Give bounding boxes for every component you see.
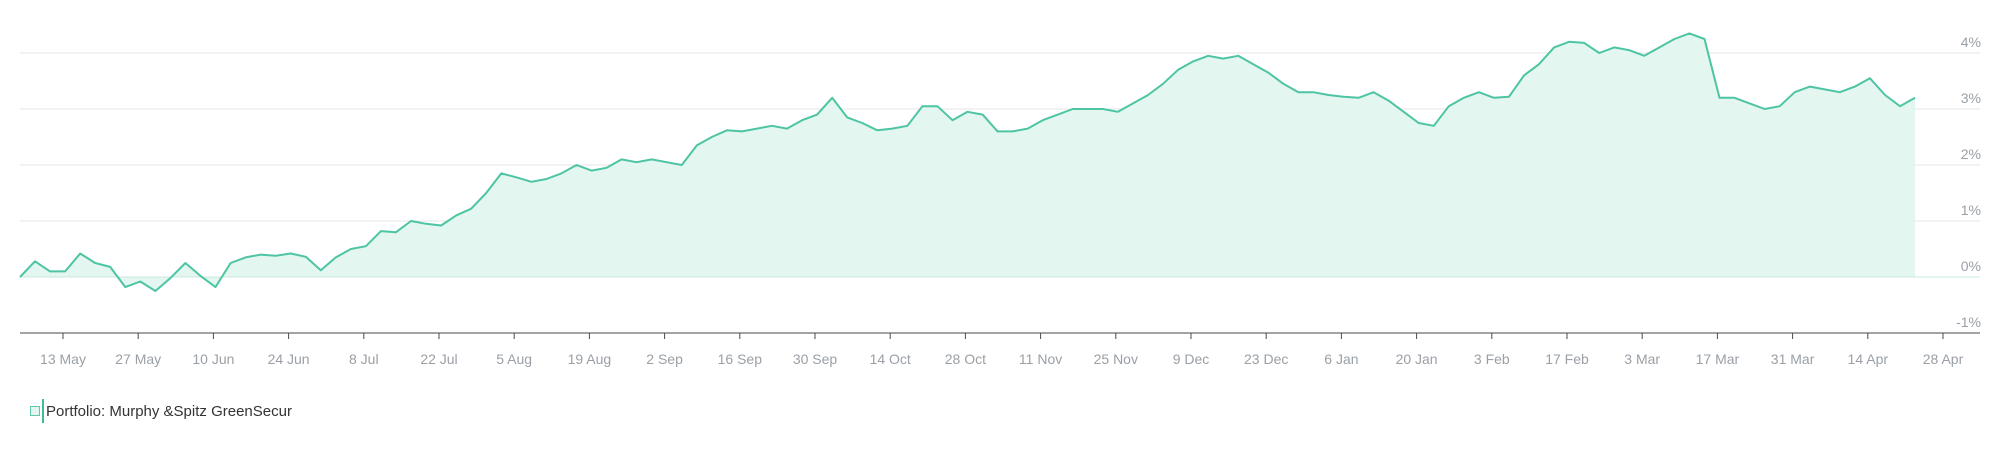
x-tick-label: 3 Feb [1474,351,1510,367]
x-tick-label: 28 Oct [945,351,986,367]
legend[interactable]: Portfolio: Murphy &Spitz GreenSecur [30,399,292,423]
x-tick-label: 13 May [40,351,86,367]
x-tick-label: 14 Oct [870,351,911,367]
x-tick-label: 10 Jun [192,351,234,367]
x-tick-label: 2 Sep [646,351,683,367]
series-area [20,33,1915,292]
x-tick-label: 8 Jul [349,351,379,367]
y-tick-labels: -1% 0% 1% 2% 3% 4% [1956,34,1981,330]
x-tick-label: 23 Dec [1244,351,1288,367]
y-tick-label: 4% [1961,34,1981,50]
x-tick-label: 17 Feb [1545,351,1589,367]
legend-label: Portfolio: Murphy &Spitz GreenSecur [46,402,292,420]
series-line-layer [19,32,1916,292]
y-tick-label: 3% [1961,90,1981,106]
y-tick-label: -1% [1956,314,1981,330]
x-tick-label: 20 Jan [1396,351,1438,367]
x-tick-label: 28 Apr [1923,351,1964,367]
y-tick-label: 2% [1961,146,1981,162]
x-tick-label: 17 Mar [1696,351,1740,367]
x-tick-label: 30 Sep [793,351,838,367]
legend-marker-icon [42,399,44,423]
legend-swatch-icon [30,406,40,416]
x-tick-label: 24 Jun [268,351,310,367]
x-tick-label: 25 Nov [1094,351,1138,367]
x-axis [20,332,1980,339]
x-tick-label: 27 May [115,351,161,367]
x-tick-labels: 13 May 27 May 10 Jun 24 Jun 8 Jul 22 Jul 5 Aug… [40,351,1964,367]
x-tick-label: 3 Mar [1624,351,1660,367]
x-tick-label: 14 Apr [1848,351,1889,367]
series-line[interactable] [19,32,1916,292]
x-tick-label: 11 Nov [1019,351,1062,367]
y-tick-label: 1% [1961,202,1981,218]
x-tick-label: 9 Dec [1173,351,1210,367]
x-tick-label: 6 Jan [1324,351,1358,367]
x-tick-label: 5 Aug [496,351,532,367]
y-tick-label: 0% [1961,258,1981,274]
x-tick-label: 19 Aug [568,351,612,367]
x-tick-label: 31 Mar [1771,351,1815,367]
x-tick-label: 16 Sep [718,351,763,367]
series-area-layer [20,33,1980,292]
x-tick-label: 22 Jul [420,351,457,367]
